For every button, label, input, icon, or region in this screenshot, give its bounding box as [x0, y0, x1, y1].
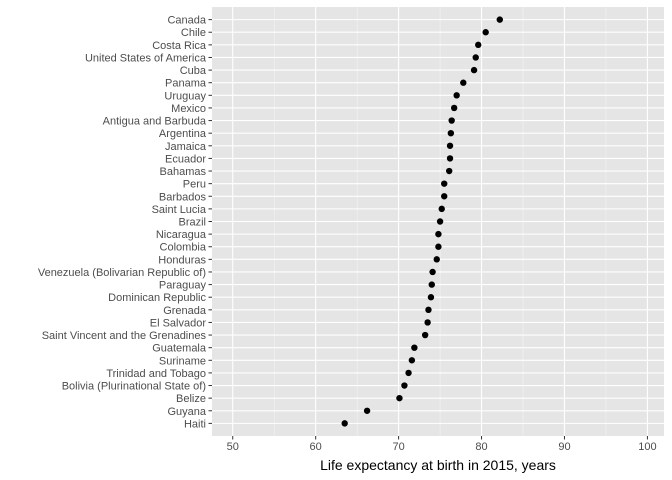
y-tick-label: Guatemala — [152, 343, 207, 355]
data-point — [470, 66, 478, 74]
data-point — [438, 205, 445, 213]
major-grid — [212, 7, 664, 436]
y-tick-label: Costa Rica — [152, 40, 207, 52]
x-tick-label: 80 — [475, 441, 487, 453]
y-tick-label: Honduras — [158, 254, 206, 266]
y-tick-label: Panama — [165, 78, 207, 90]
x-tick-label: 70 — [392, 441, 404, 453]
y-tick-label: Mexico — [171, 103, 206, 115]
y-tick-label: Antigua and Barbuda — [103, 116, 207, 128]
y-tick-label: Grenada — [163, 305, 207, 317]
data-point — [496, 16, 503, 23]
x-axis-labels: 50 60 70 80 90 100 — [227, 441, 657, 453]
y-tick-label: Dominican Republic — [108, 292, 206, 304]
y-tick-label: Nicaragua — [156, 229, 207, 241]
y-tick-label: Saint Vincent and the Grenadines — [42, 330, 207, 342]
data-point — [341, 420, 348, 427]
data-point — [453, 92, 460, 99]
y-tick-label: Peru — [183, 179, 206, 191]
y-tick-label: Belize — [176, 393, 206, 405]
y-tick-label: Brazil — [178, 217, 206, 229]
data-point — [445, 167, 453, 175]
data-point — [460, 79, 467, 86]
y-tick-label: Barbados — [159, 191, 207, 203]
x-axis-ticks — [232, 436, 648, 440]
data-point — [429, 268, 436, 276]
data-point — [396, 394, 403, 402]
data-point — [446, 155, 454, 162]
y-tick-label: Guyana — [167, 406, 206, 418]
y-tick-label: Haiti — [184, 418, 206, 430]
x-tick-label: 50 — [227, 441, 239, 453]
y-tick-label: Trinidad and Tobago — [106, 368, 206, 380]
y-tick-label: El Salvador — [150, 317, 207, 329]
y-tick-label: Uruguay — [164, 90, 206, 102]
y-tick-label: Bolivia (Plurinational State of) — [62, 381, 206, 393]
data-point — [441, 193, 448, 200]
y-tick-label: Chile — [181, 27, 206, 39]
x-tick-label: 100 — [638, 441, 656, 453]
y-tick-label: Paraguay — [159, 280, 207, 292]
data-point — [427, 294, 435, 301]
x-axis-title: Life expectancy at birth in 2015, years — [320, 457, 556, 473]
data-point — [436, 218, 444, 225]
data-point — [424, 319, 431, 326]
data-point — [435, 230, 442, 238]
y-tick-label: Jamaica — [165, 141, 207, 153]
data-point — [428, 281, 435, 288]
data-point — [450, 104, 458, 112]
y-tick-label: Colombia — [160, 242, 207, 254]
x-tick-label: 60 — [310, 441, 322, 453]
data-point — [475, 41, 482, 49]
y-tick-label: United States of America — [85, 52, 207, 64]
y-tick-label: Cuba — [180, 65, 207, 77]
data-point — [482, 29, 489, 36]
data-point — [421, 331, 429, 339]
data-point — [435, 243, 442, 250]
data-points — [341, 16, 503, 427]
y-tick-label: Bahamas — [160, 166, 207, 178]
data-point — [441, 180, 448, 187]
y-axis-ticks — [208, 19, 212, 424]
data-point — [405, 369, 412, 377]
y-tick-label: Canada — [167, 15, 206, 27]
y-tick-label: Saint Lucia — [152, 204, 207, 216]
data-point — [411, 344, 418, 351]
data-point — [425, 306, 432, 314]
y-tick-label: Venezuela (Bolivarian Republic of) — [38, 267, 206, 279]
y-tick-label: Argentina — [159, 128, 207, 140]
data-point — [472, 54, 479, 61]
x-tick-label: 90 — [558, 441, 570, 453]
y-tick-label: Suriname — [159, 355, 206, 367]
data-point — [446, 142, 454, 149]
data-point — [448, 117, 455, 124]
data-point — [401, 382, 408, 389]
data-point — [363, 407, 371, 414]
y-tick-label: Ecuador — [165, 153, 206, 165]
data-point — [433, 256, 440, 263]
data-point — [408, 357, 416, 364]
data-point — [447, 129, 455, 137]
